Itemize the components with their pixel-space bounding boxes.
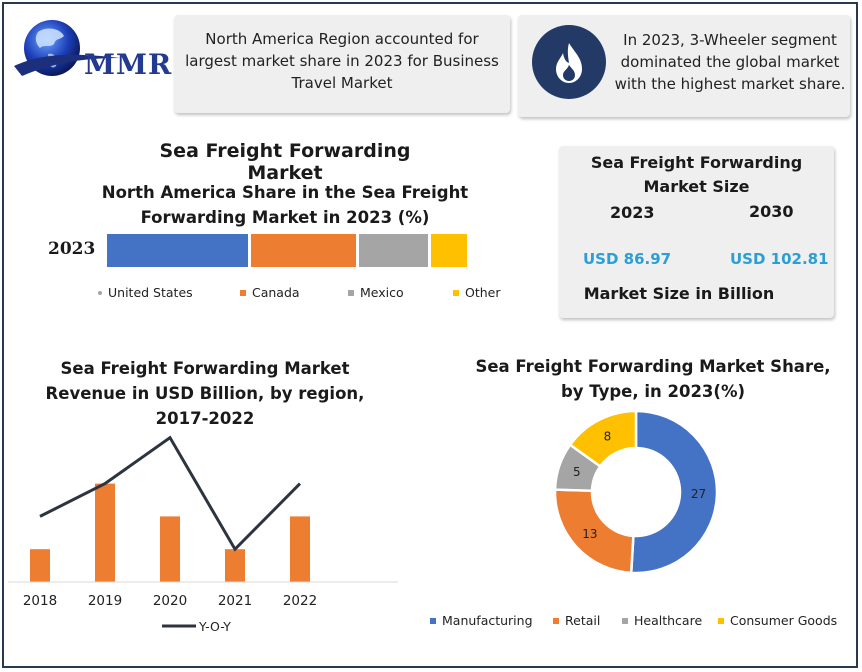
legend-swatch <box>430 617 436 624</box>
yoy-line <box>39 435 302 552</box>
legend-swatch <box>553 617 559 624</box>
segment-info-text: In 2023, 3-Wheeler segment dominated the… <box>614 31 846 93</box>
revenue-x-tick-2021: 2021 <box>218 593 252 609</box>
revenue-bar-2021 <box>225 549 245 582</box>
revenue-x-tick-2019: 2019 <box>88 593 122 609</box>
share-bar-united-states <box>107 234 248 267</box>
revenue-x-tick-2020: 2020 <box>153 593 187 609</box>
legend-swatch <box>718 617 724 624</box>
market-size-title: Sea Freight Forwarding Market Size <box>590 153 803 196</box>
type-legend-consumer-goods: Consumer Goods <box>718 613 837 628</box>
market-size-unit: Market Size in Billion <box>583 284 775 303</box>
type-legend-retail: Retail <box>553 613 600 628</box>
north-america-info-text: North America Region accounted for large… <box>185 30 499 92</box>
legend-swatch <box>98 290 102 295</box>
legend-label: Retail <box>565 613 601 628</box>
legend-label: Mexico <box>360 285 404 300</box>
legend-swatch <box>240 289 246 296</box>
legend-label: Healthcare <box>634 613 703 628</box>
share-chart-legend: United States Canada Mexico Other <box>98 285 518 303</box>
market-size-value-2023: USD 86.97 <box>583 250 672 268</box>
mmr-logo: MMR <box>10 14 171 86</box>
share-legend-canada: Canada <box>240 285 300 300</box>
revenue-x-tick-2022: 2022 <box>283 593 317 609</box>
market-size-card: Sea Freight Forwarding Market Size 2023 … <box>559 146 834 318</box>
share-legend-united-states: United States <box>98 285 193 300</box>
revenue-x-tick-2018: 2018 <box>23 593 57 609</box>
donut-slice-manufacturing <box>629 409 719 575</box>
donut-label-healthcare: 5 <box>573 465 581 479</box>
legend-swatch <box>622 617 628 624</box>
legend-label: Other <box>465 285 501 300</box>
legend-label: United States <box>108 285 193 300</box>
legend-swatch <box>348 289 354 296</box>
fire-icon <box>532 25 606 99</box>
market-size-year-2030: 2030 <box>749 202 794 221</box>
legend-swatch <box>453 289 459 296</box>
share-chart-title: North America Share in the Sea Freight F… <box>101 183 469 227</box>
type-share-chart-title: Sea Freight Forwarding Market Share, by … <box>475 357 831 401</box>
main-title: Sea Freight Forwarding Market <box>159 140 411 184</box>
donut-label-retail: 13 <box>582 527 597 541</box>
share-bar-canada <box>251 234 356 267</box>
donut-slice-consumer-goods <box>568 409 638 469</box>
legend-label: Manufacturing <box>442 613 533 628</box>
type-legend-manufacturing: Manufacturing <box>430 613 533 628</box>
revenue-bar-2020 <box>160 516 180 582</box>
share-legend-mexico: Mexico <box>348 285 404 300</box>
revenue-bar-2022 <box>290 516 310 582</box>
market-size-value-2030: USD 102.81 <box>730 250 829 268</box>
logo-text: MMR <box>84 48 173 81</box>
share-bar-other <box>431 234 467 267</box>
revenue-bar-2019 <box>95 483 115 582</box>
share-stacked-bar <box>107 234 467 267</box>
type-legend-healthcare: Healthcare <box>622 613 702 628</box>
yoy-legend-label: Y-O-Y <box>198 619 231 634</box>
market-size-year-2023: 2023 <box>610 203 655 222</box>
share-bar-mexico <box>359 234 428 267</box>
segment-info-card: In 2023, 3-Wheeler segment dominated the… <box>518 15 850 117</box>
north-america-info-card: North America Region accounted for large… <box>174 15 510 113</box>
type-share-donut-chart: 27 13 5 8 <box>553 409 719 575</box>
donut-label-manufacturing: 27 <box>691 487 706 501</box>
type-share-legend: Manufacturing Retail Healthcare Consumer Go… <box>430 613 850 631</box>
globe-icon <box>14 20 120 76</box>
share-chart-category-label: 2023 <box>48 239 96 259</box>
legend-label: Consumer Goods <box>730 613 838 628</box>
donut-label-consumer-goods: 8 <box>604 429 612 443</box>
legend-label: Canada <box>252 285 300 300</box>
revenue-chart: 2018 2019 2020 2021 2022 Y-O-Y <box>8 435 398 634</box>
share-legend-other: Other <box>453 285 501 300</box>
revenue-bar-2018 <box>30 549 50 582</box>
revenue-chart-title: Sea Freight Forwarding Market Revenue in… <box>45 359 365 428</box>
